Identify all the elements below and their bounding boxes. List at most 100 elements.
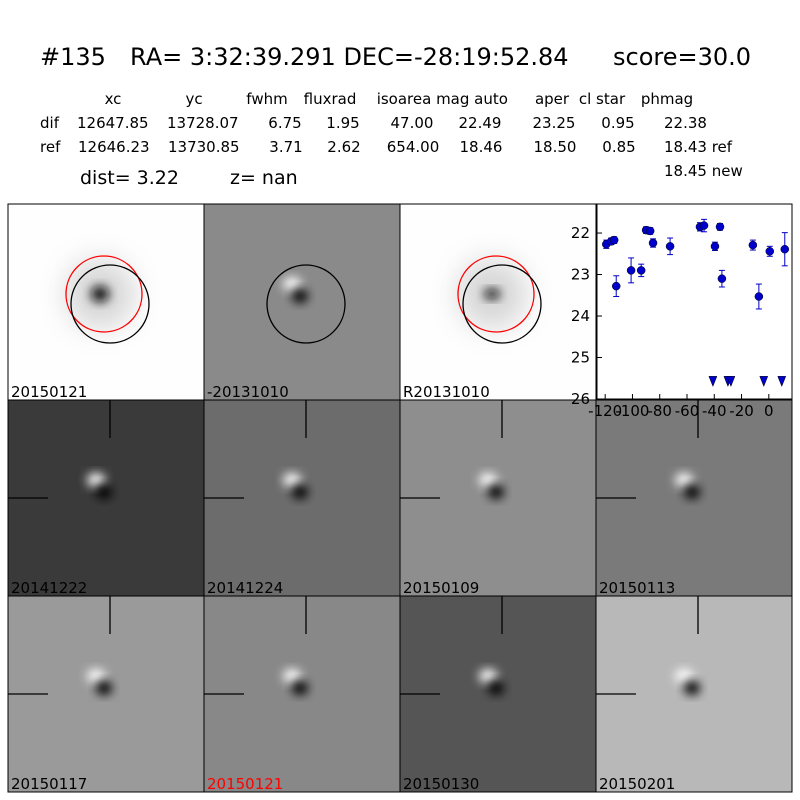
column-header: phmag <box>641 90 693 108</box>
column-header: xc <box>105 90 122 108</box>
image-panel: 20150117 <box>7 595 205 793</box>
table-cell: 6.75 <box>268 114 301 132</box>
x-tick-label: -20 <box>729 402 754 420</box>
det-circle <box>266 264 346 344</box>
point <box>699 221 709 230</box>
points <box>602 218 790 388</box>
point <box>717 274 727 283</box>
panel-label: R20131010 <box>403 383 490 401</box>
point <box>780 244 790 254</box>
point <box>665 242 675 251</box>
dipole-negative <box>488 681 504 695</box>
image-panel: 20150130 <box>399 595 597 793</box>
point <box>636 266 646 275</box>
dipole-positive <box>283 473 301 487</box>
point <box>765 247 775 256</box>
table-cell: 22.38 <box>664 114 707 132</box>
table-cell: 12647.85 <box>77 114 149 132</box>
point <box>715 222 725 232</box>
det-circle <box>462 264 542 344</box>
table-cell: 0.85 <box>602 138 635 156</box>
panel-label: 20150201 <box>599 775 675 793</box>
point <box>645 226 655 236</box>
image-panel: 20141224 <box>203 399 401 597</box>
table-cell: 18.50 <box>534 138 577 156</box>
panel-label: 20141224 <box>207 579 283 597</box>
point <box>648 238 658 248</box>
x-tick-label: -60 <box>675 402 700 420</box>
dipole-positive <box>479 669 497 683</box>
dipole-negative <box>488 485 504 499</box>
dipole-negative <box>96 681 112 695</box>
table-cell: 22.49 <box>459 114 502 132</box>
table-cell: 0.95 <box>601 114 634 132</box>
dipole-positive <box>87 473 105 487</box>
panel-label: 20141222 <box>11 579 87 597</box>
image-panel: 20150121 <box>7 203 205 401</box>
point <box>710 242 720 251</box>
table-cell: 1.95 <box>326 114 359 132</box>
table-cell: 3.71 <box>269 138 302 156</box>
image-panel: 20150121 <box>203 595 401 793</box>
column-header: fluxrad <box>304 90 357 108</box>
redshift: z= nan <box>230 167 298 189</box>
table-cell: 18.46 <box>460 138 503 156</box>
coordinates: RA= 3:32:39.291 DEC=-28:19:52.84 <box>130 43 569 71</box>
table-cell: 47.00 <box>391 114 434 132</box>
dipole-negative <box>684 485 700 499</box>
table-cell: 13730.85 <box>168 138 240 156</box>
table-cell: 2.62 <box>327 138 360 156</box>
table-cell: 18.43 ref <box>664 138 733 156</box>
panel-label: 20150121 <box>11 383 87 401</box>
upper-limit <box>726 376 736 388</box>
table-cell: 23.25 <box>533 114 576 132</box>
point <box>611 281 621 291</box>
x-tick-label: -100 <box>615 402 649 420</box>
dipole-negative <box>292 485 308 499</box>
table-cell: 654.00 <box>387 138 440 156</box>
upper-limit <box>777 376 787 388</box>
point <box>748 240 758 250</box>
dipole-positive <box>283 277 301 291</box>
column-header: isoarea <box>377 90 432 108</box>
column-header: mag auto <box>436 90 508 108</box>
point <box>626 266 636 275</box>
table-cell: 12646.23 <box>78 138 150 156</box>
x-tick-label: -120 <box>588 402 622 420</box>
dipole-negative <box>292 681 308 695</box>
image-panel: R20131010 <box>399 203 597 401</box>
object-id: #135 <box>40 43 106 71</box>
dipole-negative <box>684 681 700 695</box>
dipole-negative <box>96 485 112 499</box>
panel-label: 20150121 <box>207 775 283 793</box>
dipole-positive <box>283 669 301 683</box>
y-tick-label: 26 <box>571 390 590 408</box>
row-label: ref <box>40 138 61 156</box>
y-tick-label: 22 <box>571 224 590 242</box>
row-label: dif <box>40 114 60 132</box>
panel-label: 20150109 <box>403 579 479 597</box>
column-header: fwhm <box>246 90 287 108</box>
column-header: aper <box>535 90 570 108</box>
image-panel: 20150109 <box>399 399 597 597</box>
dist: dist= 3.22 <box>80 167 179 189</box>
column-header: yc <box>185 90 202 108</box>
source-core <box>484 289 500 299</box>
upper-limit <box>759 376 769 388</box>
dipole-positive <box>87 669 105 683</box>
column-header: cl star <box>579 90 626 108</box>
image-panel: 20141222 <box>7 399 205 597</box>
ref-circle <box>65 255 143 333</box>
point <box>754 292 764 301</box>
table-cell: 13728.07 <box>167 114 239 132</box>
image-panel: 20150113 <box>595 399 793 597</box>
dipole-positive <box>675 669 693 683</box>
score: score=30.0 <box>613 43 751 71</box>
x-tick-label: 0 <box>764 402 774 420</box>
panel-label: 20150130 <box>403 775 479 793</box>
dipole-negative <box>292 289 308 303</box>
new-mag: 18.45 new <box>664 162 743 180</box>
upper-limit <box>708 376 718 388</box>
image-panel: -20131010 <box>203 203 401 401</box>
